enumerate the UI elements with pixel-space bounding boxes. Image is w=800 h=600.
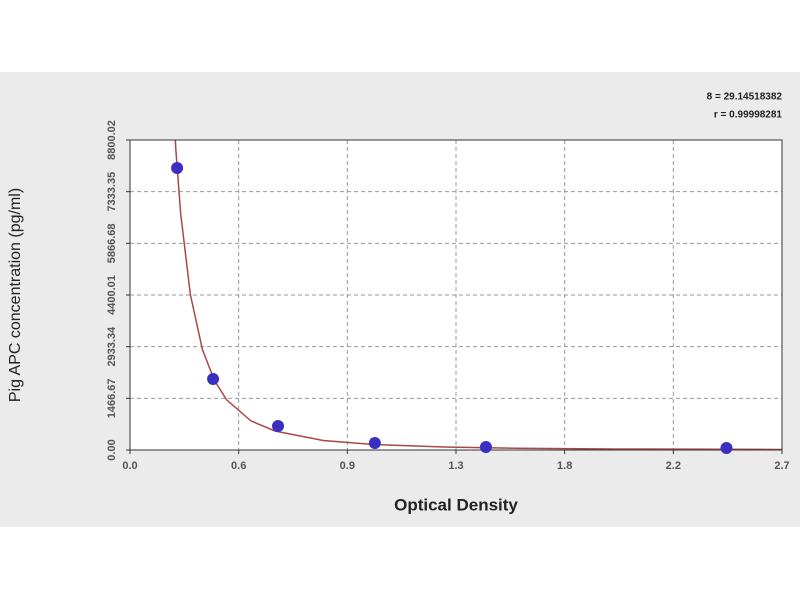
x-tick-label: 2.7 [774,460,789,472]
y-tick-label: 4400.01 [106,275,118,315]
y-tick-label: 2933.34 [106,326,118,367]
y-tick-label: 5866.68 [106,223,118,263]
fit-curve [174,140,782,450]
y-tick-label: 1466.67 [106,378,118,418]
y-tick-label: 7333.35 [106,172,118,212]
data-point [171,162,184,175]
data-point [207,373,220,386]
x-axis-label: Optical Density [394,495,518,514]
x-tick-label: 2.2 [666,460,681,472]
x-tick-label: 0.6 [231,460,246,472]
data-point [479,441,492,454]
y-tick-label: 8800.02 [106,120,118,160]
data-point [368,436,381,449]
annotation: r = 0.99998281 [714,110,783,121]
x-tick-label: 1.3 [448,460,463,472]
data-point [272,420,285,433]
y-tick-label: 0.00 [106,439,118,460]
annotation: 8 = 29.14518382 [707,92,783,103]
data-point [720,441,733,454]
x-tick-label: 0.0 [122,460,137,472]
x-tick-label: 0.9 [340,460,355,472]
x-tick-label: 1.8 [557,460,572,472]
y-axis-label: Pig APC concentration (pg/ml) [7,188,24,402]
